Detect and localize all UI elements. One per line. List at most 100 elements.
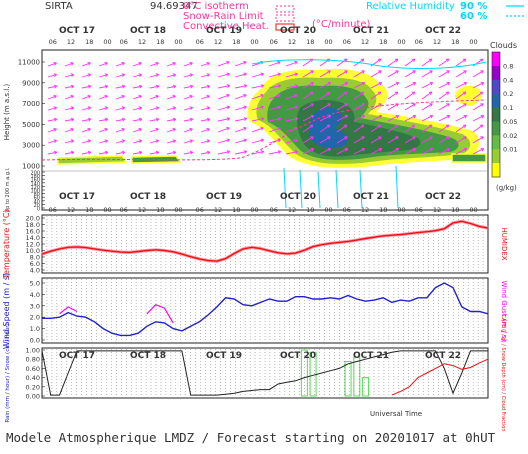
wind-arrow-head xyxy=(243,150,248,154)
wind-arrow-head xyxy=(277,126,281,131)
wind-arrow xyxy=(234,73,247,78)
wind-arrow-head xyxy=(138,73,142,78)
y-tick-label: 16.0 xyxy=(26,228,40,236)
wind-arrow xyxy=(47,107,57,111)
wind-arrow xyxy=(319,136,331,144)
y-tick-label: 140 xyxy=(30,181,40,187)
wind-arrow-head xyxy=(138,139,142,144)
wind-arrow xyxy=(421,136,433,144)
wind-arrow-head xyxy=(310,81,315,86)
hour-label: 06 xyxy=(270,206,278,214)
rain-bar xyxy=(300,349,308,397)
hour-label: 12 xyxy=(138,38,146,46)
wind-arrow xyxy=(472,70,484,78)
wind-arrow xyxy=(302,124,314,133)
wind-arrow-head xyxy=(206,94,210,99)
wind-arrow xyxy=(98,118,108,122)
wind-arrow-head xyxy=(277,105,281,110)
wind-arrow-head xyxy=(87,73,91,78)
rh-contour-upper xyxy=(251,59,487,70)
wind-arrow-head xyxy=(87,150,92,155)
wind-arrow xyxy=(132,107,142,111)
colorbar-swatch xyxy=(492,107,500,122)
wind-arrow xyxy=(438,82,450,89)
wind-arrow xyxy=(353,70,365,78)
wind-arrow-head xyxy=(104,127,108,132)
wind-arrow xyxy=(217,106,230,111)
rain-bar xyxy=(362,377,370,397)
y-tick-label: 1.0 xyxy=(30,325,40,333)
wind-arrow xyxy=(217,118,230,122)
wind-arrow xyxy=(319,70,331,78)
wind-arrow xyxy=(149,107,159,111)
wind-arrow xyxy=(64,62,74,67)
cloud-field xyxy=(57,68,487,168)
wind-arrow-head xyxy=(87,94,91,99)
wind-arrow xyxy=(166,85,176,89)
wind-arrow-head xyxy=(172,127,176,132)
wind-arrow xyxy=(387,103,399,111)
wind-arrow-head xyxy=(395,114,400,119)
y-tick-label: 5000 xyxy=(22,121,40,129)
wind-arrow xyxy=(149,128,159,133)
hour-label: 00 xyxy=(103,38,111,46)
wind-arrow-head xyxy=(480,103,484,107)
wind-arrow-head xyxy=(344,147,349,152)
wind-arrow-head xyxy=(310,136,314,140)
wind-arrow-head xyxy=(172,73,176,78)
wind-arrow xyxy=(234,94,247,100)
wind-arrow xyxy=(132,95,142,100)
hour-label: 18 xyxy=(85,206,93,214)
wind-arrow xyxy=(421,148,433,155)
wind-arrow xyxy=(268,151,281,155)
precip-y-axis: 1.000.800.600.400.20 0.00 xyxy=(26,347,45,401)
wind-arrow xyxy=(268,118,281,122)
colorbar-tick-label: 0.2 xyxy=(503,90,513,98)
hour-label: 12 xyxy=(214,38,222,46)
wind-arrow-head xyxy=(326,124,331,129)
hour-label: 18 xyxy=(232,38,240,46)
y-tick-label: 3000 xyxy=(22,142,40,150)
y-tick-label: 5.0 xyxy=(30,280,40,288)
wind-arrow xyxy=(421,103,433,111)
wind-arrow-head xyxy=(277,84,282,88)
wind-arrow xyxy=(64,140,74,144)
wind-arrow xyxy=(81,85,91,89)
wind-arrow-head xyxy=(309,124,314,129)
footer-text: Modele Atmospherique LMDZ / Forecast sta… xyxy=(6,430,496,445)
wind-arrow-head xyxy=(327,103,331,107)
y-tick-label: 18.0 xyxy=(26,221,40,229)
hour-label: 12 xyxy=(361,206,369,214)
wind-arrow xyxy=(115,151,125,155)
wind-arrow xyxy=(98,128,108,133)
wind-arrow-head xyxy=(412,136,416,140)
wind-arrow-head xyxy=(70,84,75,89)
wind-arrow-head xyxy=(70,94,74,99)
wind-arrow-head xyxy=(70,150,75,155)
humidex-label: HUMIDEX xyxy=(500,227,508,260)
wind-arrow-head xyxy=(463,136,467,140)
wind-arrow-head xyxy=(394,58,399,63)
wind-arrow xyxy=(47,74,57,78)
wind-arrow xyxy=(115,140,125,144)
wind-arrow-head xyxy=(294,84,299,88)
wind-arrow-head xyxy=(463,70,467,74)
wind-arrow xyxy=(387,148,399,155)
wind-arrow-head xyxy=(206,106,210,111)
y-tick-label: 12.0 xyxy=(26,241,40,249)
wind-arrow-head xyxy=(294,72,298,77)
wind-arrow xyxy=(302,70,314,78)
cloud-ylabel: Height (m a.s.l.) xyxy=(3,84,11,141)
wind-arrow-head xyxy=(277,60,281,65)
wind-arrow-head xyxy=(87,139,91,144)
hour-label: 06 xyxy=(120,38,128,46)
wind-arrow xyxy=(472,136,484,144)
wind-arrow xyxy=(472,91,484,100)
wind-arrow xyxy=(115,128,125,133)
wind-arrow-head xyxy=(53,150,58,155)
wind-arrow xyxy=(132,128,142,133)
wind-arrow-head xyxy=(172,84,177,89)
wind-arrow-head xyxy=(243,84,248,88)
wind-arrow-head xyxy=(104,117,109,122)
wind-arrow xyxy=(268,73,281,78)
